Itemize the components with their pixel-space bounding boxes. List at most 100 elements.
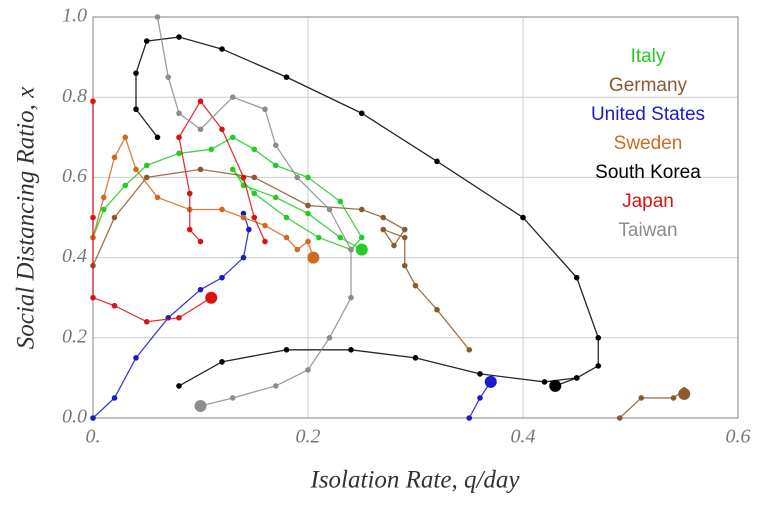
point [133,70,139,76]
point [573,274,580,281]
legend-entry: Japan [622,191,674,212]
point [229,94,236,100]
point [638,395,645,401]
point [272,194,279,201]
point [401,234,408,241]
point [520,214,526,221]
point [595,363,602,369]
point [305,202,311,209]
point [197,166,204,173]
point [100,206,107,213]
y-tick-label: 1.0 [62,5,87,27]
x-tick-label: 0.6 [726,426,751,448]
point [154,194,161,201]
x-tick-label: 0.4 [511,426,536,448]
point [380,214,387,221]
point [100,194,107,201]
y-tick-label: 0.2 [62,325,87,347]
point [133,355,139,361]
point [219,274,225,281]
point [549,379,562,392]
point [283,234,290,241]
point [380,226,387,233]
point [294,174,301,181]
legend-entry: South Korea [595,162,701,183]
point [262,106,268,113]
x-tick-label: 0. [86,426,101,448]
series [133,34,602,392]
point [305,174,311,181]
trajectory [92,168,470,351]
point [197,238,204,245]
point [111,395,118,401]
point [143,38,150,44]
point [283,214,290,221]
point [307,251,320,264]
point [154,134,161,141]
point [401,262,408,269]
point [133,166,139,173]
point [348,347,354,353]
legend-entry: Germany [609,75,688,96]
point [294,246,301,253]
point [240,254,247,261]
legend-entry: Italy [631,46,666,67]
point [176,34,182,40]
legend-entry: United States [591,104,705,125]
point [262,238,268,245]
point [305,367,311,373]
point [90,294,96,301]
trajectory [92,135,314,258]
trajectory [178,349,577,387]
point [111,214,118,221]
point [197,98,204,105]
point [240,214,247,221]
point [111,154,118,161]
point [272,142,279,149]
point [412,282,419,289]
series [90,134,320,264]
series [90,210,497,421]
legend-entry: Taiwan [618,220,677,241]
point [595,335,602,341]
series [154,14,354,412]
point [272,162,279,169]
point [326,206,333,213]
point [358,110,365,117]
series [90,166,691,421]
point [122,134,129,141]
point [219,359,225,365]
point [143,174,150,181]
y-axis-label: Social Distancing Ratio, x [13,87,40,349]
legend-entry: Sweden [614,133,683,154]
point [678,387,691,400]
point [219,206,225,213]
trajectory [92,101,212,323]
point [251,214,258,221]
point [305,210,311,217]
x-tick-label: 0.2 [296,426,321,448]
point [143,162,150,169]
trajectory [156,16,352,407]
point [434,158,440,165]
point [272,383,279,389]
point [251,146,258,153]
point [133,106,139,113]
point [484,375,497,388]
point [122,182,129,189]
point [186,226,193,233]
point [176,314,182,321]
point [197,126,204,133]
point [90,98,96,105]
point [262,222,268,229]
point [401,226,408,233]
point [90,415,96,421]
point [165,74,172,80]
point [219,126,225,133]
point [176,134,182,141]
point [251,190,258,197]
y-tick-label: 0.0 [62,406,87,428]
point [186,190,193,197]
point [176,150,182,157]
